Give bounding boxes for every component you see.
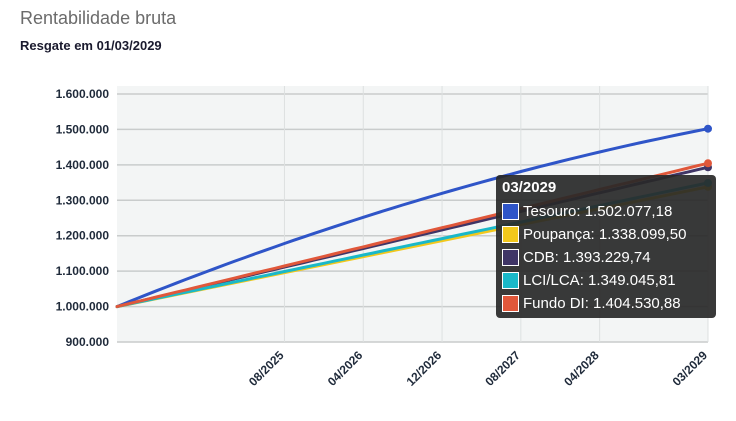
x-tick-label: 04/2026 [325, 348, 366, 389]
y-tick-label: 1.200.000 [56, 229, 110, 243]
y-tick-label: 1.300.000 [56, 193, 110, 207]
y-tick-label: 1.000.000 [56, 300, 110, 314]
tooltip-row-label: Poupança: 1.338.099,50 [523, 226, 687, 243]
y-tick-label: 1.100.000 [56, 264, 110, 278]
tooltip-swatch [502, 226, 519, 243]
x-tick-label: 04/2028 [561, 348, 602, 389]
tooltip-swatch [502, 272, 519, 289]
chart-subtitle: Resgate em 01/03/2029 [20, 38, 162, 53]
chart-tooltip: 03/2029 Tesouro: 1.502.077,18 Poupança: … [496, 175, 716, 318]
tooltip-swatch [502, 295, 519, 312]
y-tick-label: 1.500.000 [56, 122, 110, 136]
series-line-tesouro [115, 127, 710, 309]
x-tick-label: 08/2027 [482, 348, 523, 389]
y-tick-label: 900.000 [66, 335, 110, 349]
tooltip-row-lci-lca: LCI/LCA: 1.349.045,81 [502, 269, 710, 292]
tooltip-title: 03/2029 [502, 179, 557, 196]
y-tick-label: 1.400.000 [56, 158, 110, 172]
tooltip-row-fundo-di: Fundo DI: 1.404.530,88 [502, 292, 710, 315]
x-tick-label: 08/2025 [246, 348, 287, 389]
tooltip-row-label: Tesouro: 1.502.077,18 [523, 203, 673, 220]
tooltip-row-poupanca: Poupança: 1.338.099,50 [502, 223, 710, 246]
tooltip-swatch [502, 249, 519, 266]
x-tick-label: 12/2026 [404, 348, 445, 389]
tooltip-swatch [502, 203, 519, 220]
chart-title: Rentabilidade bruta [20, 8, 177, 28]
tooltip-row-label: CDB: 1.393.229,74 [523, 249, 651, 266]
series-end-point [704, 124, 712, 133]
x-tick-label: 03/2029 [670, 348, 711, 389]
y-tick-label: 1.600.000 [56, 87, 110, 101]
tooltip-row-label: LCI/LCA: 1.349.045,81 [523, 272, 676, 289]
tooltip-row-label: Fundo DI: 1.404.530,88 [523, 295, 681, 312]
tooltip-row-cdb: CDB: 1.393.229,74 [502, 246, 710, 269]
tooltip-row-tesouro: Tesouro: 1.502.077,18 [502, 200, 710, 223]
series-end-point [704, 159, 712, 168]
